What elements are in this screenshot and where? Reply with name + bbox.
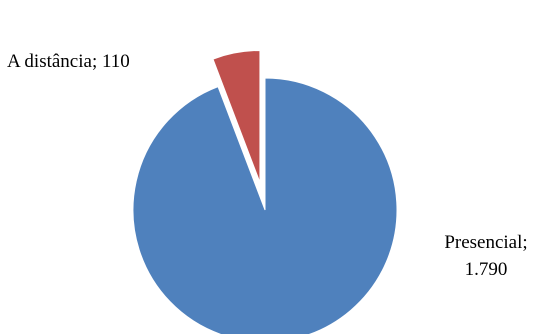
pie-slices bbox=[132, 49, 398, 334]
pie-slice-a-dist-ncia bbox=[212, 49, 261, 183]
label-presencial-name: Presencial; bbox=[444, 232, 527, 253]
label-a-distancia: A distância; 110 bbox=[7, 51, 130, 72]
label-presencial-value: 1.790 bbox=[465, 259, 508, 280]
pie-slice-presencial bbox=[132, 77, 398, 334]
